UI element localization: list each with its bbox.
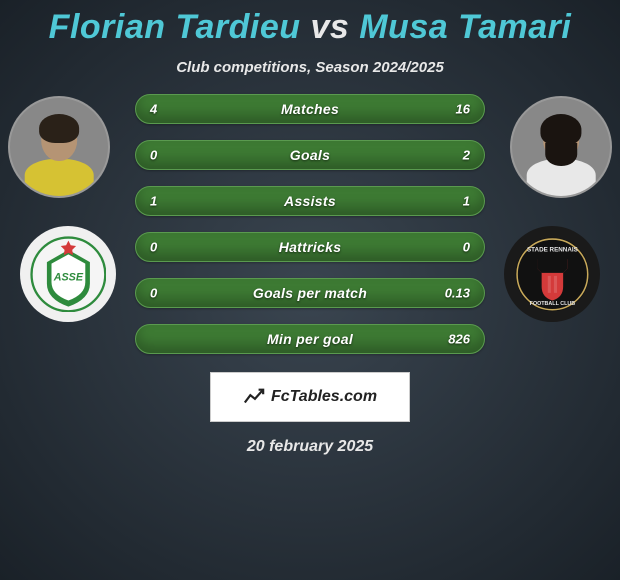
subtitle: Club competitions, Season 2024/2025 <box>0 59 620 76</box>
player2-silhouette <box>527 113 596 196</box>
stat-value-left: 0 <box>150 286 157 301</box>
stat-value-right: 2 <box>463 148 470 163</box>
svg-text:FOOTBALL CLUB: FOOTBALL CLUB <box>529 301 575 307</box>
stat-label: Goals <box>290 147 330 163</box>
svg-text:ASSE: ASSE <box>52 271 83 283</box>
stat-value-left: 0 <box>150 240 157 255</box>
svg-text:STADE RENNAIS: STADE RENNAIS <box>527 246 578 253</box>
brand-badge[interactable]: FcTables.com <box>210 372 410 422</box>
date-label: 20 february 2025 <box>0 438 620 456</box>
stat-value-left: 1 <box>150 194 157 209</box>
stat-row: 4 Matches 16 <box>135 94 485 124</box>
stat-label: Goals per match <box>253 285 367 301</box>
stat-label: Assists <box>284 193 336 209</box>
player2-club-crest: STADE RENNAIS FOOTBALL CLUB <box>504 226 600 322</box>
stat-row: 0 Goals per match 0.13 <box>135 278 485 308</box>
player1-avatar <box>8 96 110 198</box>
chart-icon <box>243 386 265 408</box>
stat-value-left: 4 <box>150 102 157 117</box>
stat-row: 0 Hattricks 0 <box>135 232 485 262</box>
player1-silhouette <box>25 113 94 196</box>
stat-value-right: 826 <box>448 332 470 347</box>
stat-value-right: 0.13 <box>445 286 470 301</box>
stats-list: 4 Matches 16 0 Goals 2 1 Assists 1 0 Hattricks 0 0 Go… <box>135 94 485 370</box>
stat-row: Min per goal 826 <box>135 324 485 354</box>
stat-label: Min per goal <box>267 331 353 347</box>
comparison-body: ASSE STADE RENNAIS FOOTBALL CLUB 4 Matche… <box>0 94 620 354</box>
player1-name: Florian Tardieu <box>49 8 301 46</box>
stat-value-right: 1 <box>463 194 470 209</box>
player1-club-crest: ASSE <box>20 226 116 322</box>
brand-label: FcTables.com <box>271 388 377 406</box>
page-title: Florian Tardieu vs Musa Tamari <box>0 8 620 47</box>
stat-value-left: 0 <box>150 148 157 163</box>
comparison-card: Florian Tardieu vs Musa Tamari Club comp… <box>0 0 620 456</box>
stat-row: 0 Goals 2 <box>135 140 485 170</box>
stat-value-right: 16 <box>456 102 470 117</box>
player2-avatar <box>510 96 612 198</box>
rennes-crest-icon: STADE RENNAIS FOOTBALL CLUB <box>514 236 591 313</box>
stat-label: Hattricks <box>279 239 342 255</box>
player2-name: Musa Tamari <box>359 8 571 46</box>
vs-separator: vs <box>310 8 349 46</box>
stat-value-right: 0 <box>463 240 470 255</box>
asse-crest-icon: ASSE <box>30 236 107 313</box>
stat-label: Matches <box>281 101 339 117</box>
stat-row: 1 Assists 1 <box>135 186 485 216</box>
